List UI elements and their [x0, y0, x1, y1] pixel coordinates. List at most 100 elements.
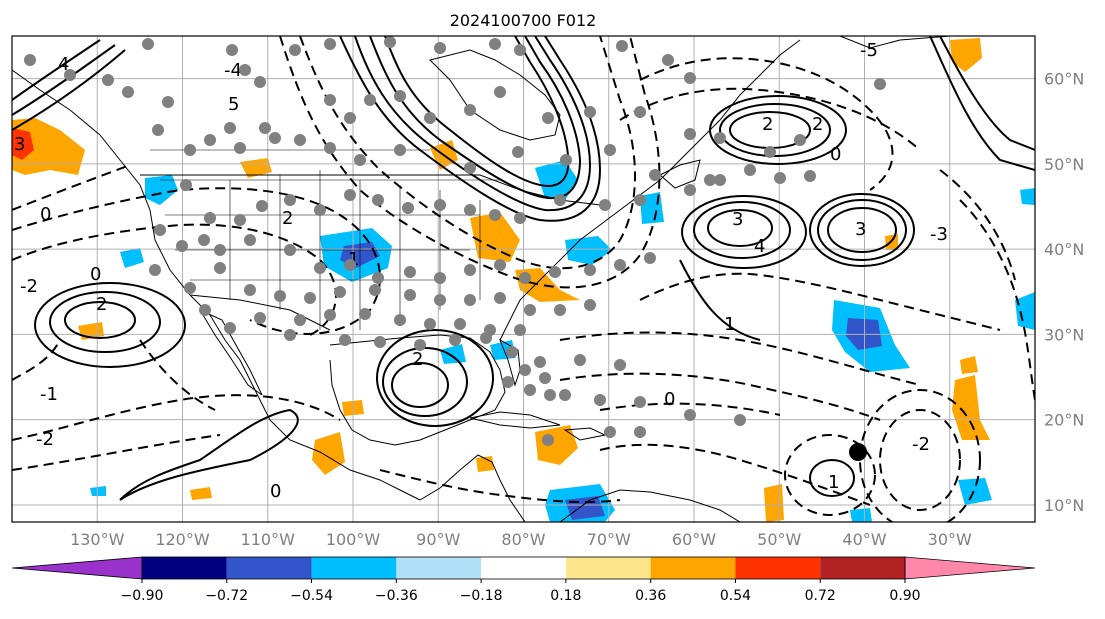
latitude-tick-label: 30°N	[1044, 325, 1084, 344]
contour-line	[49, 291, 161, 353]
contour-line	[879, 409, 961, 511]
shade-patch	[12, 118, 85, 175]
contour-line	[827, 207, 897, 253]
station-marker	[314, 204, 326, 216]
station-marker	[494, 259, 506, 271]
station-marker	[224, 122, 236, 134]
contour-line	[639, 272, 1001, 331]
station-marker	[404, 289, 416, 301]
station-marker	[374, 336, 386, 348]
contour-line	[12, 39, 101, 101]
station-marker	[199, 304, 211, 316]
station-marker	[284, 244, 296, 256]
contour-line	[693, 201, 791, 259]
contour-line	[939, 169, 1016, 281]
station-marker	[284, 194, 296, 206]
station-marker	[154, 224, 166, 236]
station-marker	[584, 106, 596, 118]
station-marker	[544, 389, 556, 401]
station-marker	[614, 259, 626, 271]
longitude-tick-label: 90°W	[416, 530, 460, 549]
contour-line	[599, 402, 781, 416]
station-marker	[324, 94, 336, 106]
contour-line	[376, 329, 494, 427]
contour-label: 2	[96, 294, 107, 315]
shade-patch	[190, 487, 212, 500]
station-marker	[804, 170, 816, 182]
station-marker	[464, 294, 476, 306]
station-marker	[604, 144, 616, 156]
shade-patch	[240, 158, 272, 178]
contour-line	[817, 199, 907, 261]
station-marker	[239, 64, 251, 76]
shade-patch	[312, 432, 345, 475]
shade-patch	[145, 175, 178, 205]
contour-line	[12, 434, 221, 471]
coastline-cuba	[469, 411, 561, 429]
station-marker	[684, 72, 696, 84]
station-marker	[714, 132, 726, 144]
station-marker	[204, 134, 216, 146]
contour-line	[119, 408, 299, 501]
station-marker	[294, 314, 306, 326]
station-marker	[559, 389, 571, 401]
contour-line	[859, 389, 981, 522]
station-marker	[662, 54, 674, 66]
latitude-tick-label: 50°N	[1044, 155, 1084, 174]
station-marker	[616, 40, 628, 52]
contour-label: 2	[412, 349, 423, 370]
highlighted-station-marker	[849, 443, 867, 461]
contour-label: -5	[860, 40, 878, 61]
contour-label: 1	[828, 472, 839, 493]
station-marker	[764, 146, 776, 158]
station-marker	[464, 104, 476, 116]
station-marker	[394, 90, 406, 102]
station-marker	[324, 309, 336, 321]
colorbar-tick-label: 0.72	[805, 588, 836, 604]
contour-label: -3	[930, 224, 948, 245]
colorbar-extend-high	[904, 556, 1036, 580]
station-marker	[404, 266, 416, 278]
contour-line	[719, 103, 831, 157]
station-marker	[614, 359, 626, 371]
station-marker	[152, 124, 164, 136]
map-layers: 4 5 3 2 1 0 -1 -2 2 2 3 4 3 2 2 0 0 1 1 …	[12, 36, 1035, 522]
station-marker	[24, 54, 36, 66]
colorbar-tick-label: −0.90	[121, 588, 164, 604]
contour-line	[391, 362, 449, 408]
station-marker	[506, 346, 518, 358]
contour-line	[379, 469, 621, 504]
station-marker	[604, 426, 616, 438]
colorbar-tick-label: −0.36	[375, 588, 418, 604]
station-marker	[684, 409, 696, 421]
station-marker	[334, 286, 346, 298]
shade-patch	[764, 484, 784, 522]
station-marker	[234, 142, 246, 154]
station-marker	[684, 128, 696, 140]
station-marker	[284, 329, 296, 341]
station-marker	[402, 202, 414, 214]
contour-label: -1	[40, 384, 58, 405]
contour-line	[139, 339, 216, 411]
station-marker	[434, 294, 446, 306]
station-marker	[214, 262, 226, 274]
colorbar-extend-low	[11, 556, 143, 580]
solid-contours	[12, 36, 1035, 501]
station-marker	[372, 272, 384, 284]
latitude-tick-label: 20°N	[1044, 411, 1084, 430]
contour-label: -2	[912, 434, 930, 455]
station-marker	[434, 42, 446, 54]
station-marker	[434, 199, 446, 211]
shade-patch	[476, 456, 494, 472]
station-marker	[744, 164, 756, 176]
station-marker	[359, 308, 371, 320]
contour-label: 3	[732, 209, 743, 230]
dashed-contours	[12, 36, 1035, 522]
colorbar-tick-label: 0.36	[635, 588, 666, 604]
station-marker	[344, 112, 356, 124]
station-marker	[176, 240, 188, 252]
shade-patch	[960, 356, 978, 374]
station-marker	[184, 282, 196, 294]
contour-label: 0	[830, 144, 841, 165]
